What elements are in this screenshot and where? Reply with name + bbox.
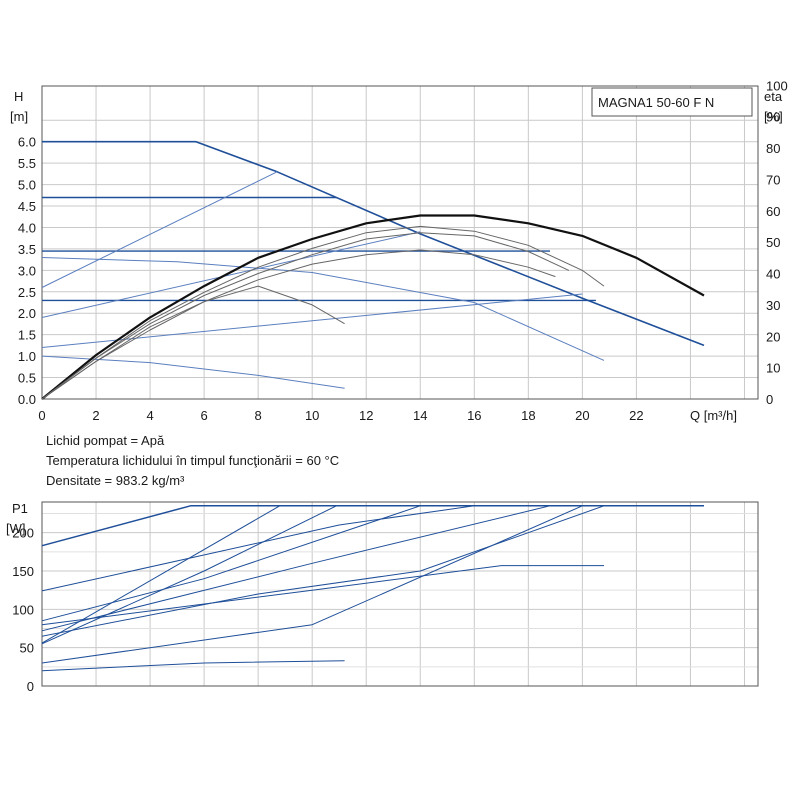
- y-axis-label: H: [14, 89, 23, 104]
- x-tick-label: 8: [255, 408, 262, 423]
- x-tick-label: 6: [200, 408, 207, 423]
- x-tick-label: 2: [92, 408, 99, 423]
- y-tick-label: 0.0: [18, 392, 36, 407]
- power-p-3: [41, 505, 337, 645]
- x-tick-label: 10: [305, 408, 319, 423]
- x-tick-label: 4: [146, 408, 153, 423]
- p1-tick-label: 50: [20, 641, 34, 656]
- curve-prop-pressure-2: [41, 231, 421, 318]
- y2-tick-label: 0: [766, 392, 773, 407]
- power-p-4: [41, 505, 281, 644]
- y2-tick-label: 50: [766, 235, 780, 250]
- x-tick-label: 12: [359, 408, 373, 423]
- x-tick-label: 14: [413, 408, 427, 423]
- y-tick-label: 2.0: [18, 306, 36, 321]
- y2-tick-label: 20: [766, 329, 780, 344]
- p1-tick-label: 150: [12, 564, 34, 579]
- curve-eta-1: [41, 232, 570, 400]
- y2-tick-label: 100: [766, 78, 788, 93]
- x-tick-label: 20: [575, 408, 589, 423]
- curve-min-curve-1: [41, 257, 605, 361]
- y-axis-unit: [m]: [10, 109, 28, 124]
- y2-axis-label: eta: [764, 89, 783, 104]
- y-tick-label: 0.5: [18, 371, 36, 386]
- y2-tick-label: 80: [766, 141, 780, 156]
- top-ticks: 0 2 4 6 8 10 12 14 16 18 20 22 0.0 0.5 1.0 1.5 2.0 2.5 3.0…: [18, 78, 788, 423]
- y2-tick-label: 60: [766, 204, 780, 219]
- curve-eta-2: [41, 225, 605, 400]
- y-tick-label: 1.0: [18, 349, 36, 364]
- y-tick-label: 5.0: [18, 178, 36, 193]
- bottom-grid: [41, 502, 758, 687]
- bottom-plot-frame: [41, 501, 759, 687]
- top-grid: [41, 86, 758, 400]
- power-p-9: [41, 565, 604, 626]
- y-tick-label: 5.5: [18, 156, 36, 171]
- y-tick-label: 2.5: [18, 285, 36, 300]
- curve-eta-3: [41, 249, 556, 400]
- y2-tick-label: 40: [766, 267, 780, 282]
- y-tick-label: 3.5: [18, 242, 36, 257]
- x-tick-label: 16: [467, 408, 481, 423]
- p1-tick-label: 0: [27, 679, 34, 694]
- y-tick-label: 4.5: [18, 199, 36, 214]
- curve-eta-4: [41, 285, 345, 400]
- y2-tick-label: 70: [766, 172, 780, 187]
- power-p-5: [41, 505, 551, 632]
- p1-axis-label: P1: [12, 501, 28, 516]
- top-curves: [41, 140, 705, 400]
- y2-axis-unit: [%]: [764, 109, 783, 124]
- curve-max-curve: [42, 140, 705, 347]
- x-tick-label: 0: [38, 408, 45, 423]
- y-tick-label: 1.5: [18, 328, 36, 343]
- y-tick-label: 3.0: [18, 263, 36, 278]
- power-p-2: [41, 505, 475, 592]
- note-fluid: Lichid pompat = Apă: [46, 433, 165, 448]
- x-axis-label: Q [m³/h]: [690, 408, 737, 423]
- top-plot-frame: [41, 85, 759, 400]
- p1-tick-label: 100: [12, 602, 34, 617]
- chart-title: MAGNA1 50-60 F N: [598, 95, 714, 110]
- title-box: [591, 87, 753, 117]
- power-p-10: [41, 660, 345, 672]
- y2-tick-label: 90: [766, 110, 780, 125]
- y-tick-label: 6.0: [18, 135, 36, 150]
- y-tick-label: 4.0: [18, 220, 36, 235]
- x-tick-label: 22: [629, 408, 643, 423]
- bottom-ticks: 0 50 100 150 200: [12, 526, 34, 694]
- y2-tick-label: 30: [766, 298, 780, 313]
- y2-tick-label: 10: [766, 361, 780, 376]
- curve-prop-pressure-1: [41, 171, 278, 288]
- note-density: Densitate = 983.2 kg/m³: [46, 473, 185, 488]
- p1-axis-unit: [W]: [6, 521, 26, 536]
- p1-tick-label: 200: [12, 526, 34, 541]
- curve-min-curve-2: [41, 355, 345, 389]
- power-p-6: [41, 505, 421, 622]
- curve-eta-max: [41, 214, 705, 400]
- note-temperature: Temperatura lichidului în timpul funcţio…: [46, 453, 340, 468]
- bottom-curves: [41, 505, 704, 672]
- power-p-8: [41, 505, 605, 637]
- power-p-max: [41, 505, 704, 547]
- x-tick-label: 18: [521, 408, 535, 423]
